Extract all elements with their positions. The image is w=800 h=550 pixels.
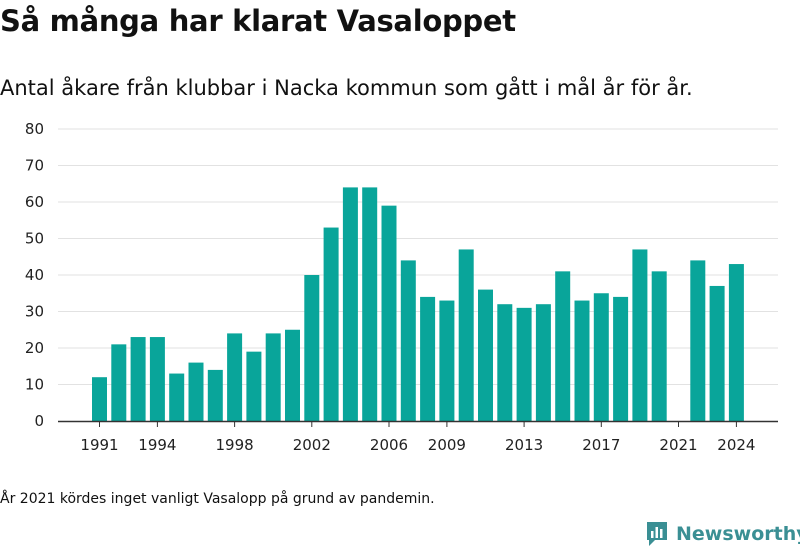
bar-2001 — [285, 329, 300, 421]
x-tick-label: 2002 — [293, 436, 331, 454]
bar-2018 — [613, 296, 629, 421]
bar-1996 — [188, 362, 204, 421]
bar-2008 — [420, 296, 436, 421]
bar-2023 — [709, 285, 725, 421]
x-tick-label: 1991 — [80, 436, 118, 454]
bar-2002 — [304, 275, 320, 421]
y-tick-label: 30 — [25, 303, 44, 321]
x-tick-label: 2009 — [428, 436, 466, 454]
y-tick-label: 70 — [25, 157, 44, 175]
chart-subtitle: Antal åkare från klubbar i Nacka kommun … — [0, 76, 693, 100]
y-tick-label: 10 — [25, 376, 44, 394]
y-tick-label: 0 — [34, 412, 44, 430]
y-tick-label: 50 — [25, 230, 44, 248]
bar-2007 — [400, 260, 416, 421]
bar-1997 — [207, 369, 223, 421]
bar-chart: 0 10 20 30 40 50 60 70 80 1991 1994 1998 2002 2006 20… — [25, 120, 778, 454]
x-tick-label: 2017 — [582, 436, 620, 454]
bar-2020 — [651, 271, 667, 421]
bar-1991 — [92, 377, 107, 421]
bar-1999 — [246, 351, 262, 421]
bar-1992 — [111, 344, 127, 421]
y-tick-label: 20 — [25, 339, 44, 357]
y-tick-label: 60 — [25, 193, 44, 211]
bar-2004 — [342, 187, 358, 421]
bar-2015 — [555, 271, 571, 421]
chart-title: Så många har klarat Vasaloppet — [0, 4, 516, 38]
x-tick-label: 2013 — [505, 436, 543, 454]
bar-2019 — [632, 249, 648, 421]
bar-2011 — [478, 289, 493, 421]
bar-2022 — [690, 260, 706, 421]
bar-2013 — [516, 307, 532, 421]
footnote: År 2021 kördes inget vanligt Vasalopp på… — [0, 491, 435, 507]
bar-2000 — [265, 333, 281, 421]
x-axis-ticks: 1991 1994 1998 2002 2006 2009 2013 2017 2021 2024 — [80, 421, 755, 454]
brand-logo[interactable]: Newsworthy — [645, 519, 800, 549]
x-tick-label: 1998 — [216, 436, 254, 454]
x-tick-label: 2024 — [717, 436, 755, 454]
bar-2016 — [574, 300, 590, 421]
bar-2014 — [535, 304, 551, 421]
bars — [92, 187, 744, 421]
y-axis-ticks: 0 10 20 30 40 50 60 70 80 — [25, 120, 44, 430]
bar-2010 — [458, 249, 474, 421]
brand-name: Newsworthy — [676, 523, 800, 545]
newsworthy-logo-icon — [647, 522, 667, 546]
bar-2017 — [593, 293, 609, 421]
bar-2005 — [362, 187, 378, 421]
y-tick-label: 80 — [25, 120, 44, 138]
x-tick-label: 2021 — [659, 436, 697, 454]
bar-2009 — [439, 300, 455, 421]
y-tick-label: 40 — [25, 266, 44, 284]
gridlines — [58, 128, 778, 385]
bar-1995 — [169, 373, 185, 421]
bar-2003 — [323, 227, 339, 421]
bar-1993 — [130, 337, 146, 421]
bar-1998 — [227, 333, 243, 421]
x-tick-label: 1994 — [138, 436, 176, 454]
bar-1994 — [149, 337, 165, 421]
bar-2024 — [728, 264, 744, 421]
bar-2006 — [381, 205, 397, 421]
x-tick-label: 2006 — [370, 436, 408, 454]
bar-2012 — [497, 304, 513, 421]
